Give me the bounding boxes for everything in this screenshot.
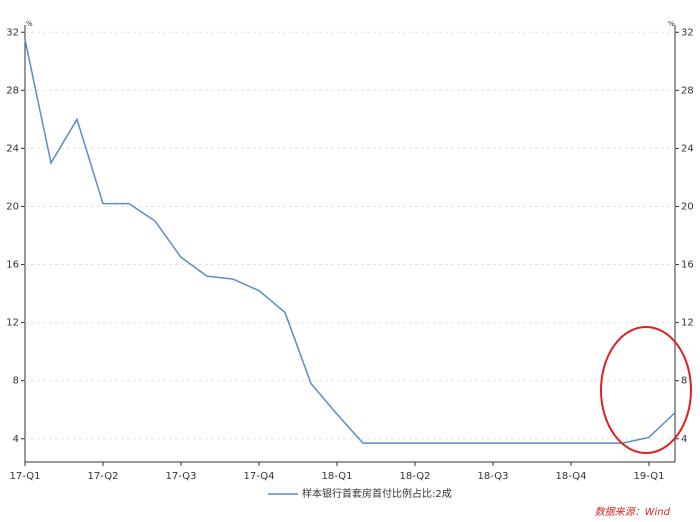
y2-tick-label: 16	[681, 260, 694, 271]
x-tick-label: 18-Q4	[556, 471, 587, 482]
y-tick-label: 12	[6, 318, 19, 329]
highlight-circle	[600, 326, 692, 454]
y-tick-label: 20	[6, 201, 19, 212]
legend-label: 样本银行首套房首付比例占比:2成	[302, 487, 452, 500]
x-tick-label: 17-Q2	[88, 471, 119, 482]
y-tick-label: 4	[13, 434, 19, 445]
y2-tick-label: 24	[681, 143, 694, 154]
y2-tick-label: 12	[681, 318, 694, 329]
y2-tick-label: 8	[681, 376, 687, 387]
x-tick-label: 18-Q3	[478, 471, 509, 482]
y2-tick-label: 4	[681, 434, 687, 445]
y2-unit: %	[668, 20, 675, 28]
y-tick-label: 16	[6, 260, 19, 271]
y2-tick-label: 20	[681, 201, 694, 212]
y-tick-label: 32	[6, 27, 19, 38]
x-tick-label: 18-Q2	[400, 471, 431, 482]
line	[24, 39, 676, 444]
y-tick-label: 24	[6, 143, 19, 154]
y-tick-label: 8	[13, 376, 19, 387]
x-tick-label: 18-Q1	[322, 471, 353, 482]
y-unit: %	[26, 20, 33, 28]
x-tick-label: 17-Q3	[166, 471, 197, 482]
y-tick-label: 28	[6, 85, 19, 96]
source: 数据来源：Wind	[595, 506, 671, 518]
x-tick-label: 19-Q1	[634, 471, 665, 482]
y2-tick-label: 32	[681, 27, 694, 38]
x-tick-label: 17-Q4	[244, 471, 275, 482]
y2-tick-label: 28	[681, 85, 694, 96]
x-tick-label: 17-Q1	[10, 471, 41, 482]
